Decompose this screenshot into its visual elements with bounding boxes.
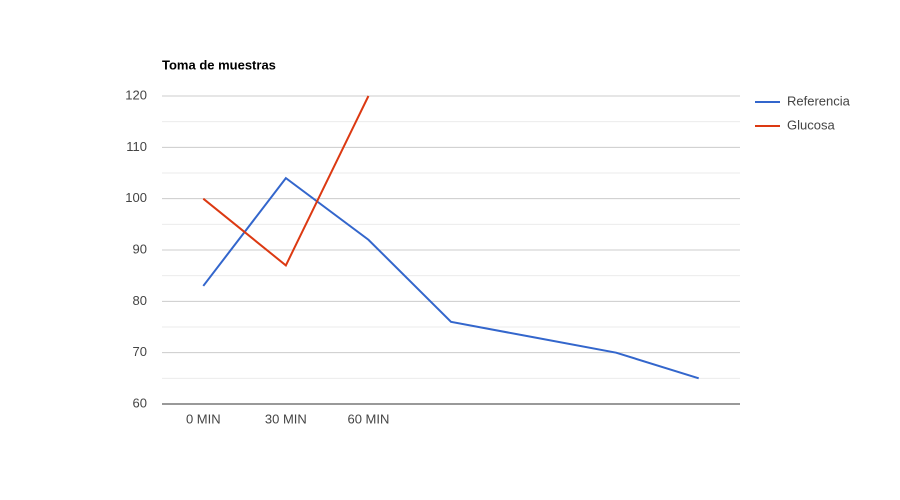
x-tick-label: 30 MIN	[265, 411, 307, 426]
chart-title: Toma de muestras	[162, 57, 276, 72]
y-tick-label: 120	[125, 87, 147, 102]
x-tick-label: 60 MIN	[347, 411, 389, 426]
y-tick-label: 110	[126, 139, 147, 154]
y-tick-label: 90	[133, 241, 147, 256]
y-tick-label: 60	[133, 395, 147, 410]
x-tick-label: 0 MIN	[186, 411, 221, 426]
legend-label: Glucosa	[787, 117, 835, 132]
series-line	[202, 176, 700, 380]
series-line	[202, 95, 370, 267]
y-tick-label: 70	[133, 344, 147, 359]
y-tick-label: 100	[125, 190, 147, 205]
y-tick-label: 80	[133, 293, 147, 308]
legend-label: Referencia	[787, 93, 851, 108]
